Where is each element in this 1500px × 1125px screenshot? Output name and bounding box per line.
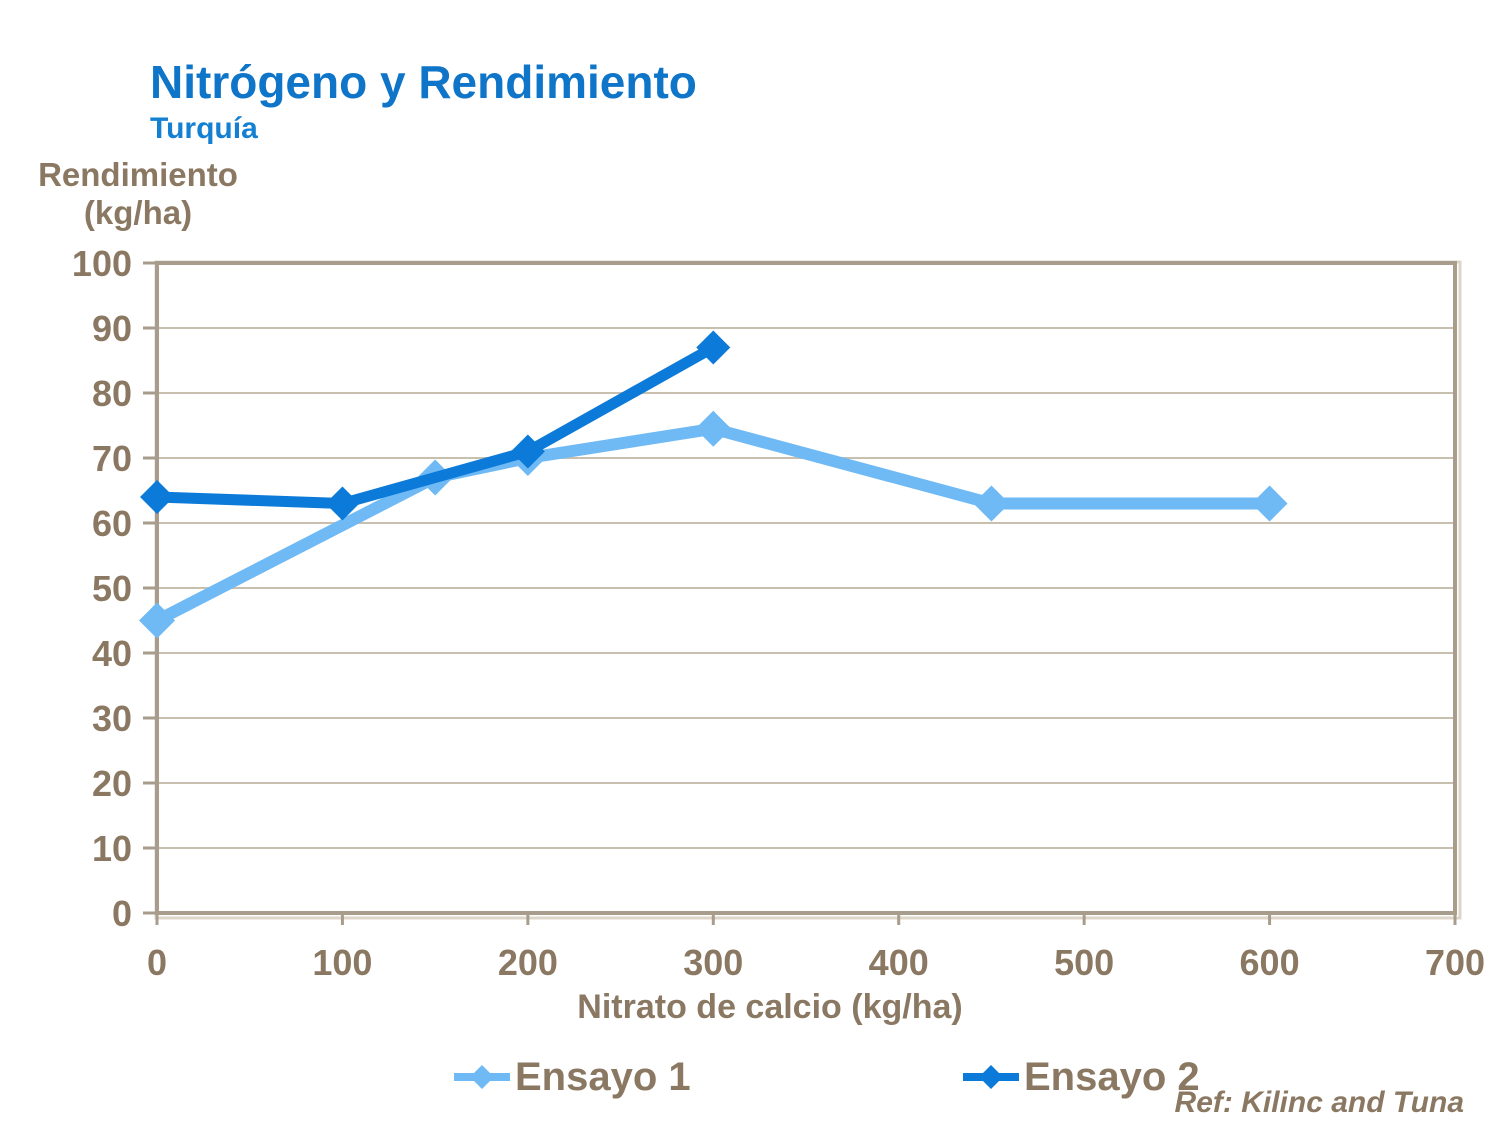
x-tick-label: 700: [1425, 942, 1485, 983]
chart-subtitle: Turquía: [150, 112, 258, 145]
y-tick-label: 100: [72, 243, 132, 284]
series-line-ensayo-2: [156, 342, 716, 509]
y-tick-label: 70: [92, 438, 132, 479]
legend-label-ensayo-2: Ensayo 2: [1024, 1054, 1200, 1099]
y-tick-label: 10: [92, 828, 132, 869]
x-tick-label: 300: [683, 942, 743, 983]
x-tick-label: 400: [869, 942, 929, 983]
y-tick-label: 80: [92, 373, 132, 414]
y-tick-label: 90: [92, 308, 132, 349]
y-tick-label: 40: [92, 633, 132, 674]
data-point-marker-ensayo-2: [140, 480, 174, 514]
reference-text: Ref: Kilinc and Tuna: [1174, 1086, 1464, 1119]
y-tick-label: 30: [92, 698, 132, 739]
data-point-marker-ensayo-1: [1251, 485, 1288, 522]
y-tick-label: 60: [92, 503, 132, 544]
y-axis-title-line1: Rendimiento: [38, 156, 238, 193]
x-tick-label: 600: [1240, 942, 1300, 983]
data-point-marker-ensayo-2: [696, 330, 731, 365]
data-point-marker-ensayo-2: [325, 486, 360, 521]
data-point-marker-ensayo-1: [973, 485, 1010, 522]
x-tick-label: 200: [498, 942, 558, 983]
legend-item-ensayo-2: Ensayo 2: [962, 1054, 1200, 1099]
legend-label-ensayo-1: Ensayo 1: [515, 1054, 691, 1099]
series-line-ensayo-1: [154, 422, 1270, 626]
x-tick-label: 100: [312, 942, 372, 983]
y-tick-label: 20: [92, 763, 132, 804]
data-point-marker-ensayo-1: [695, 410, 732, 447]
x-tick-label: 500: [1054, 942, 1114, 983]
legend-item-ensayo-1: Ensayo 1: [453, 1054, 691, 1099]
data-point-marker-ensayo-2: [510, 434, 545, 469]
x-tick-label: 0: [147, 942, 167, 983]
legend-marker-ensayo-2-icon: [963, 1065, 1019, 1089]
y-tick-label: 50: [92, 568, 132, 609]
plot-border-shadow: [154, 260, 1462, 920]
x-axis-title: Nitrato de calcio (kg/ha): [577, 988, 963, 1026]
data-point-marker-ensayo-1: [139, 602, 175, 639]
y-axis-title-line2: (kg/ha): [83, 193, 193, 231]
legend-marker-ensayo-1-icon: [454, 1065, 510, 1089]
chart-title: Nitrógeno y Rendimiento: [150, 56, 697, 108]
y-tick-label: 0: [112, 893, 132, 934]
y-axis-title: Rendimiento (kg/ha): [18, 156, 258, 232]
